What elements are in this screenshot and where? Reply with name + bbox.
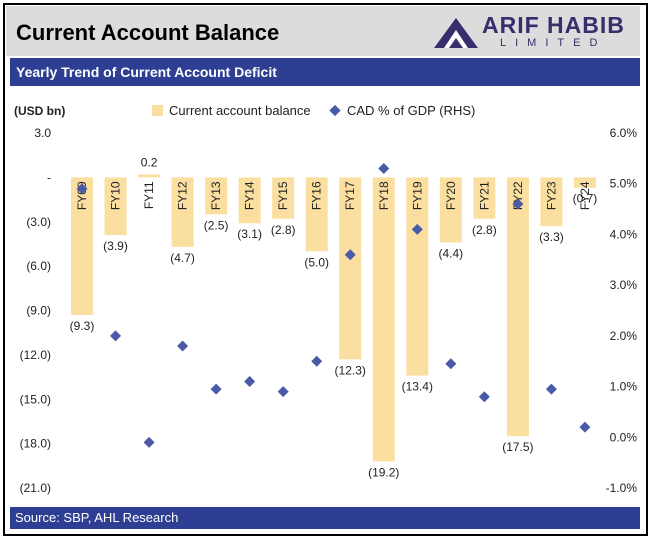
marker-fy11 bbox=[143, 436, 155, 448]
bar-fy19 bbox=[406, 177, 429, 376]
bar-fy20 bbox=[439, 177, 462, 243]
bar-fy16 bbox=[305, 177, 328, 252]
marker-fy17 bbox=[344, 249, 356, 261]
y-left-tick-label: (15.0) bbox=[20, 392, 51, 406]
category-label-fy10: FY10 bbox=[109, 181, 123, 210]
category-label-fy11: FY11 bbox=[142, 181, 156, 209]
legend: Current account balance CAD % of GDP (RH… bbox=[152, 103, 475, 118]
y-right-tick-label: 6.0% bbox=[610, 126, 638, 140]
bar-value-label-fy13: (2.5) bbox=[204, 218, 229, 232]
y-right-tick-label: 0.0% bbox=[610, 430, 638, 444]
bar-value-label-fy11: 0.2 bbox=[141, 155, 158, 169]
marker-fy19 bbox=[411, 223, 423, 235]
bar-value-label-fy24: (0.7) bbox=[573, 192, 598, 206]
category-label-fy14: FY14 bbox=[243, 181, 257, 210]
category-label-fy21: FY21 bbox=[477, 181, 491, 210]
marker-fy15 bbox=[277, 386, 289, 398]
bar-value-label-fy17: (12.3) bbox=[335, 363, 366, 377]
y-right-tick-label: 2.0% bbox=[610, 329, 638, 343]
legend-item-current-account-balance: Current account balance bbox=[169, 103, 311, 118]
logo-mark-icon bbox=[434, 18, 478, 48]
bar-value-label-fy18: (19.2) bbox=[368, 465, 399, 479]
marker-fy12 bbox=[177, 340, 189, 352]
legend-marker-swatch bbox=[329, 104, 341, 117]
y-left-tick-label: (3.0) bbox=[26, 215, 51, 229]
bar-value-label-fy09: (9.3) bbox=[70, 319, 95, 333]
bar-value-label-fy22: (17.5) bbox=[502, 440, 533, 454]
bar-fy14 bbox=[238, 177, 261, 224]
category-label-fy23: FY23 bbox=[544, 181, 558, 210]
bar-value-label-fy16: (5.0) bbox=[304, 255, 329, 269]
marker-fy16 bbox=[311, 355, 323, 367]
company-logo: ARIF HABIB LIMITED bbox=[430, 12, 640, 52]
bar-fy24 bbox=[573, 177, 596, 188]
category-label-fy18: FY18 bbox=[377, 181, 391, 210]
bar-value-label-fy12: (4.7) bbox=[170, 251, 195, 265]
bar-fy18 bbox=[372, 177, 395, 462]
bar-fy10 bbox=[104, 177, 127, 236]
chart-subtitle: Yearly Trend of Current Account Deficit bbox=[16, 64, 277, 80]
logo-sub-text: LIMITED bbox=[500, 37, 607, 49]
bar-fy17 bbox=[339, 177, 362, 360]
marker-fy22 bbox=[512, 198, 524, 210]
y-left-tick-label: 3.0 bbox=[34, 126, 51, 140]
category-label-fy16: FY16 bbox=[310, 181, 324, 210]
y-right-tick-label: 5.0% bbox=[610, 177, 638, 191]
category-label-fy17: FY17 bbox=[343, 181, 357, 210]
subtitle-band: Yearly Trend of Current Account Deficit bbox=[10, 58, 640, 86]
bar-fy11 bbox=[138, 174, 161, 178]
logo-main-text: ARIF HABIB bbox=[482, 12, 625, 38]
y-left-tick-label: (12.0) bbox=[20, 348, 51, 362]
bar-fy12 bbox=[171, 177, 194, 247]
chart-frame bbox=[3, 3, 648, 536]
bar-value-label-fy15: (2.8) bbox=[271, 223, 296, 237]
bar-value-label-fy21: (2.8) bbox=[472, 223, 497, 237]
category-label-fy13: FY13 bbox=[209, 181, 223, 210]
bar-value-label-fy23: (3.3) bbox=[539, 230, 564, 244]
y-left-tick-label: (6.0) bbox=[26, 259, 51, 273]
source-band: Source: SBP, AHL Research bbox=[10, 507, 640, 529]
source-note: Source: SBP, AHL Research bbox=[15, 510, 179, 525]
category-label-fy12: FY12 bbox=[176, 181, 190, 210]
bar-fy09 bbox=[71, 177, 93, 315]
marker-fy23 bbox=[545, 383, 557, 395]
category-label-fy19: FY19 bbox=[410, 181, 424, 210]
category-label-fy24: FY24 bbox=[578, 181, 592, 210]
legend-item-cad-pct-gdp: CAD % of GDP (RHS) bbox=[347, 103, 475, 118]
bar-fy22 bbox=[506, 177, 529, 437]
header-band: Current Account Balance ARIF HABIB LIMIT… bbox=[6, 6, 640, 56]
marker-fy14 bbox=[244, 376, 256, 387]
bar-value-label-fy10: (3.9) bbox=[103, 239, 128, 253]
marker-fy09 bbox=[76, 183, 88, 195]
bar-fy21 bbox=[473, 177, 496, 219]
marker-fy21 bbox=[478, 391, 490, 403]
y-right-tick-label: -1.0% bbox=[606, 481, 638, 495]
bar-value-label-fy20: (4.4) bbox=[438, 246, 463, 260]
y-right-tick-label: 3.0% bbox=[610, 278, 638, 292]
bar-value-label-fy19: (13.4) bbox=[402, 380, 433, 394]
y-right-tick-label: 1.0% bbox=[610, 380, 638, 394]
bar-fy13 bbox=[205, 177, 228, 215]
legend-bar-swatch bbox=[152, 105, 163, 116]
marker-fy20 bbox=[445, 358, 457, 370]
bar-fy23 bbox=[540, 177, 563, 227]
y-left-tick-label: (9.0) bbox=[26, 304, 51, 318]
bar-fy15 bbox=[272, 177, 295, 219]
marker-fy24 bbox=[579, 421, 591, 433]
marker-fy10 bbox=[110, 330, 122, 342]
bar-value-label-fy14: (3.1) bbox=[237, 227, 262, 241]
y-left-tick-label: (18.0) bbox=[20, 437, 51, 451]
y-right-tick-label: 4.0% bbox=[610, 227, 638, 241]
marker-fy18 bbox=[378, 163, 390, 174]
y-left-tick-label: (21.0) bbox=[20, 481, 51, 495]
category-label-fy15: FY15 bbox=[276, 181, 290, 210]
page-title: Current Account Balance bbox=[16, 20, 280, 45]
y-left-tick-label: - bbox=[47, 170, 51, 184]
category-label-fy20: FY20 bbox=[444, 181, 458, 210]
marker-fy13 bbox=[210, 383, 222, 395]
y-axis-unit-label: (USD bn) bbox=[14, 104, 65, 118]
